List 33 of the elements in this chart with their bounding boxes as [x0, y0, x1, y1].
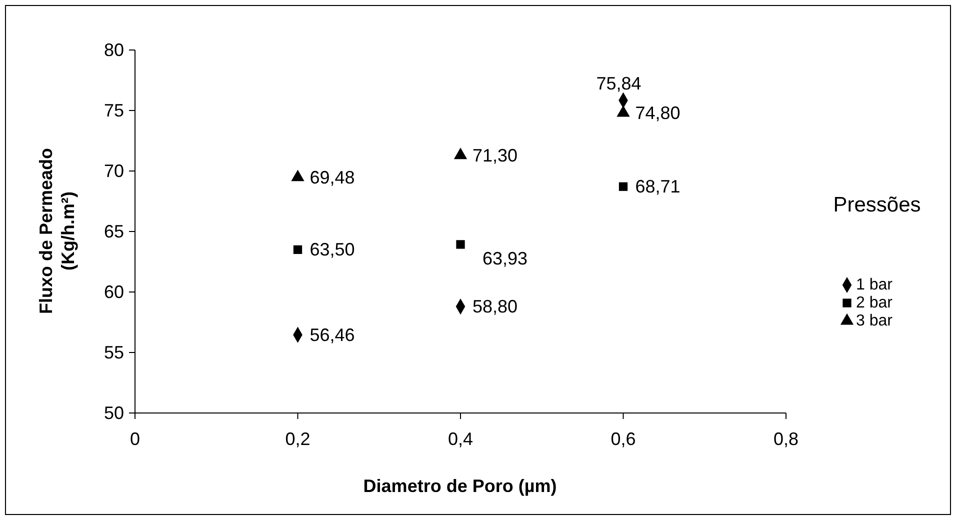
y-tick-label: 75 — [104, 100, 124, 120]
data-label: 71,30 — [472, 145, 518, 166]
data-label: 68,71 — [635, 176, 680, 197]
legend-label: 2 bar — [856, 294, 894, 312]
data-label: 56,46 — [310, 324, 355, 345]
point — [456, 240, 465, 249]
data-label: 74,80 — [635, 102, 680, 123]
x-tick-label: 0 — [130, 429, 140, 449]
y-tick-label: 55 — [104, 342, 124, 362]
point — [616, 105, 630, 117]
legend-label: 3 bar — [856, 312, 894, 330]
legend-label: 1 bar — [856, 276, 894, 294]
x-axis-title: Diametro de Poro (µm) — [363, 476, 557, 496]
point — [454, 148, 468, 160]
x-tick-label: 0,6 — [610, 429, 636, 449]
y-tick-label: 70 — [104, 161, 124, 181]
legend-title: Pressões — [833, 194, 921, 216]
data-label: 69,48 — [310, 167, 355, 188]
y-tick-label: 65 — [104, 222, 124, 242]
y-tick-label: 60 — [104, 282, 124, 302]
y-tick-label: 80 — [104, 40, 124, 60]
point — [291, 170, 304, 182]
x-tick-label: 0,2 — [285, 429, 310, 449]
data-label: 75,84 — [596, 73, 642, 94]
data-label: 63,50 — [310, 240, 355, 260]
point — [293, 245, 302, 254]
x-tick-label: 0,4 — [448, 429, 474, 449]
data-label: 63,93 — [482, 248, 528, 268]
y-axis-title: Fluxo de Permeado (Kg/h.m²) — [36, 148, 78, 314]
x-tick-label: 0,8 — [773, 429, 799, 449]
y-tick-label: 50 — [104, 403, 124, 423]
data-label: 58,80 — [472, 296, 518, 317]
point — [618, 182, 628, 191]
